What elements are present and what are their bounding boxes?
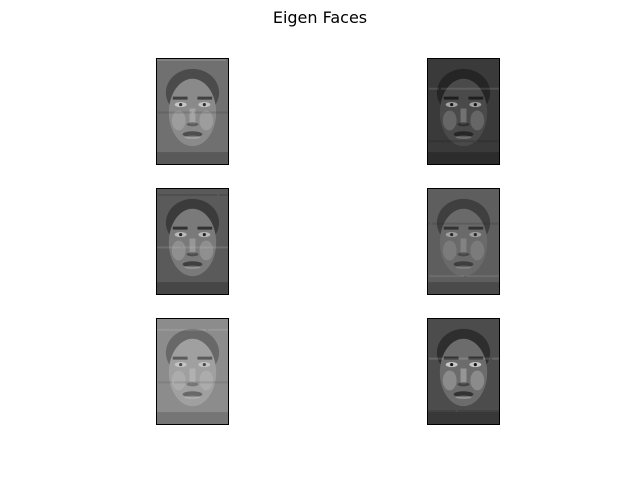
- eigenface-picture: [157, 189, 228, 294]
- eigenface-picture: [428, 189, 499, 294]
- eigenface-picture: [428, 319, 499, 424]
- eigenface-picture: [157, 319, 228, 424]
- eigenface-image: [427, 318, 500, 425]
- eigenface-image: [156, 318, 229, 425]
- eigenface-image: [156, 58, 229, 165]
- eigenface-image: [156, 188, 229, 295]
- eigenface-picture: [157, 59, 228, 164]
- eigenface-image: [427, 188, 500, 295]
- eigenface-image: [427, 58, 500, 165]
- figure-title: Eigen Faces: [272, 8, 368, 27]
- eigenface-picture: [428, 59, 499, 164]
